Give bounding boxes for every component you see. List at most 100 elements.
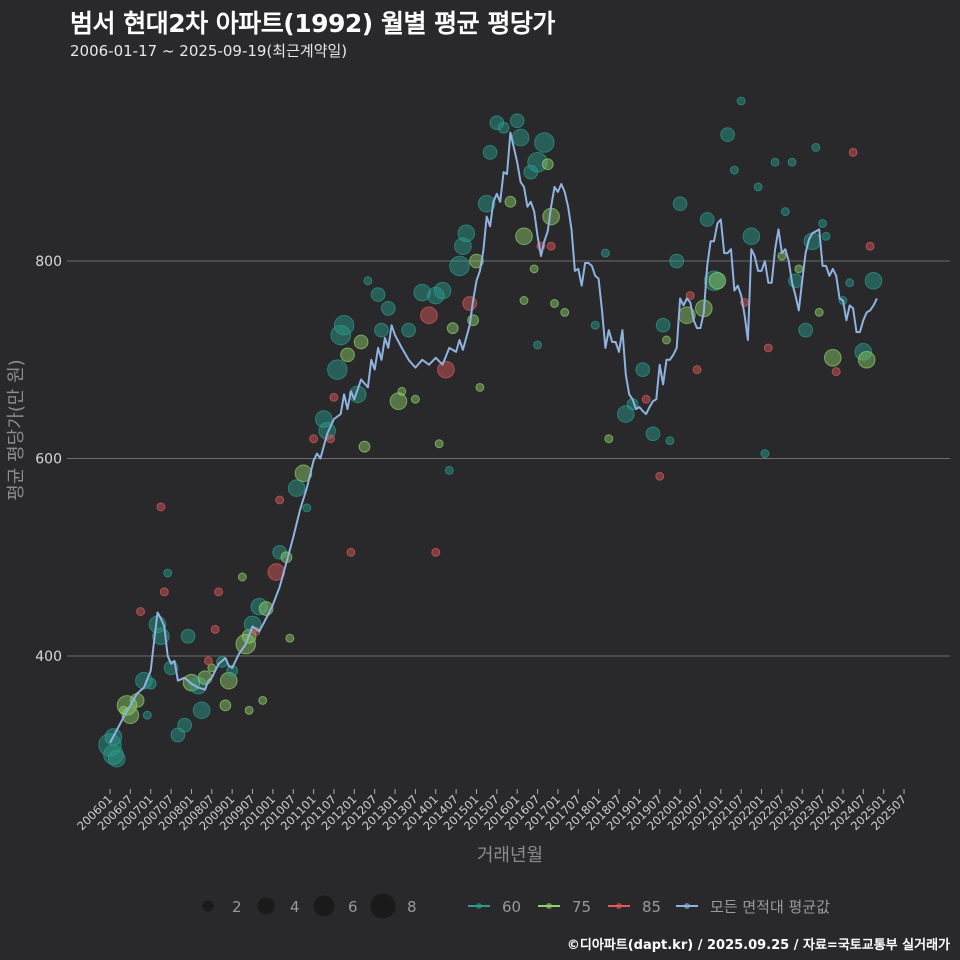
bubble-s60 (511, 128, 530, 147)
bubble-s60 (811, 142, 821, 152)
bubble-s60 (616, 405, 635, 423)
bubble-s60 (509, 113, 525, 129)
bubble-s75 (434, 439, 444, 449)
bubble-s75 (504, 195, 517, 208)
bubble-s60 (818, 219, 828, 228)
bubble-s85 (641, 394, 651, 404)
source-caption: ©디아파트(dapt.kr) / 2025.09.25 / 자료=국토교통부 실… (566, 938, 950, 953)
bubble-s75 (410, 394, 420, 404)
bubble-s60 (163, 568, 173, 578)
bubble-s75 (857, 350, 876, 369)
bubble-s75 (237, 572, 247, 582)
bubble-s60 (645, 426, 661, 442)
bubble-s85 (326, 434, 336, 444)
y-tick-label: 400 (35, 649, 62, 665)
size-legend-label: 4 (290, 898, 300, 916)
bubble-s60 (742, 227, 761, 246)
bubble-s75 (475, 382, 485, 392)
bubble-s85 (763, 343, 773, 353)
average-line (109, 131, 878, 744)
bubble-s60 (192, 701, 211, 720)
series-legend-dot (684, 903, 690, 909)
bubble-s85 (431, 547, 441, 557)
bubble-s85 (329, 392, 339, 402)
bubble-s85 (655, 471, 665, 481)
bubble-s75 (529, 264, 539, 274)
bubble-s75 (662, 335, 671, 345)
bubble-s60 (413, 283, 431, 302)
bubble-s60 (703, 270, 725, 291)
bubble-s60 (753, 182, 763, 192)
bubble-s75 (285, 633, 295, 643)
bubble-s60 (449, 255, 470, 277)
bubble-s75 (519, 296, 529, 305)
size-legend-label: 6 (348, 898, 358, 916)
x-axis-ticks: 2006012006072007012007072008012008072009… (74, 789, 909, 833)
bubble-s85 (865, 241, 875, 251)
bubble-s60 (482, 145, 498, 160)
bubble-s85 (156, 502, 166, 512)
bubble-s75 (219, 699, 232, 712)
bubble-s75 (794, 264, 804, 274)
bubble-s75 (358, 440, 371, 453)
size-legend-dot (370, 893, 396, 919)
bubble-s75 (397, 386, 407, 396)
bubble-s60 (314, 410, 333, 428)
chart-subtitle: 2006-01-17 ~ 2025-09-19(최근계약일) (70, 42, 348, 60)
bubble-s75 (550, 299, 559, 308)
series-legend-dot (546, 903, 552, 909)
bubble-s60 (374, 322, 389, 338)
size-legend-dot (257, 897, 275, 915)
bubble-s60 (864, 271, 883, 290)
legend: 2 4 6 8 60 75 85 모든 면적대 평균값 (202, 893, 830, 919)
chart-title: 범서 현대2차 아파트(1992) 월별 평균 평당가 (70, 9, 555, 38)
bubble-s75 (515, 227, 533, 246)
bubble-s85 (346, 547, 356, 557)
bubble-s60 (477, 194, 496, 213)
bubble-s85 (203, 656, 213, 666)
series-legend-label: 85 (642, 898, 661, 916)
bubble-s75 (244, 705, 254, 715)
bubble-s75 (708, 271, 727, 290)
bubble-s60 (534, 132, 555, 153)
bubble-s75 (389, 392, 408, 411)
bubble-s60 (457, 224, 476, 243)
bubble-s60 (655, 317, 671, 333)
bubble-s75 (814, 307, 824, 317)
bubble-s75 (258, 695, 268, 705)
bubble-s85 (210, 624, 220, 634)
bubble-s60 (380, 301, 396, 316)
bubble-s75 (823, 348, 842, 367)
bubble-s85 (214, 587, 224, 597)
bubble-s60 (736, 96, 746, 106)
bubble-s60 (845, 278, 855, 288)
series-legend-dot (616, 903, 622, 909)
y-tick-label: 800 (35, 254, 62, 270)
bubble-s85 (309, 434, 319, 444)
bubble-s75 (560, 307, 570, 317)
bubble-s60 (635, 362, 651, 377)
bubble-s75 (604, 434, 614, 444)
bubble-s60 (444, 465, 454, 475)
bubble-s75 (294, 464, 313, 483)
bubble-s85 (420, 306, 438, 325)
bubble-s85 (546, 241, 556, 251)
bubble-s75 (469, 253, 484, 269)
bubble-s75 (541, 158, 554, 171)
series-legend-label: 모든 면적대 평균값 (710, 898, 830, 916)
size-legend-dot (202, 900, 214, 912)
bubble-s60 (433, 281, 452, 300)
bubble-s60 (787, 157, 797, 167)
bubble-s60 (780, 207, 790, 217)
x-axis-title: 거래년월 (477, 845, 543, 866)
bubble-layer (98, 96, 883, 768)
bubble-s85 (848, 147, 858, 157)
series-legend-dot (476, 903, 482, 909)
bubble-s85 (462, 296, 478, 311)
bubble-s60 (363, 276, 373, 286)
bubble-s75 (340, 347, 355, 363)
bubble-s60 (821, 231, 831, 241)
bubble-s60 (590, 320, 600, 330)
bubble-s85 (437, 360, 455, 379)
